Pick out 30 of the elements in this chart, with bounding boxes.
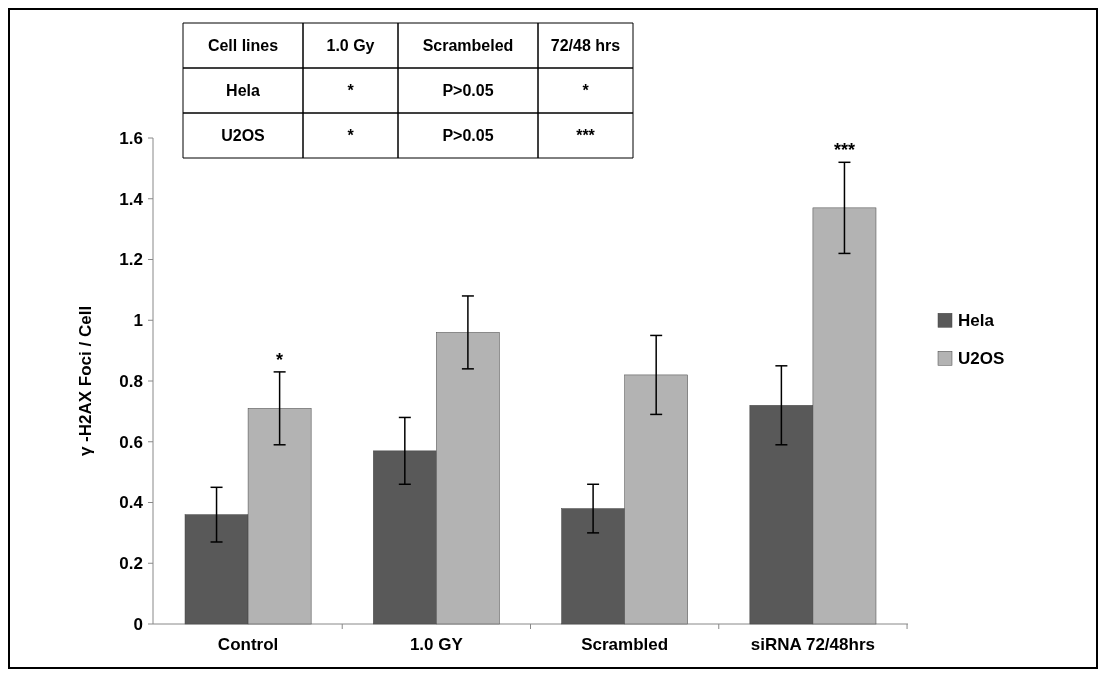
y-tick-label: 0.8 — [119, 371, 143, 391]
text: * — [347, 82, 354, 100]
legend-label: U2OS — [958, 349, 1005, 369]
legend-label: Hela — [958, 311, 995, 331]
text: * — [582, 82, 589, 100]
x-tick-label: Control — [217, 635, 279, 654]
text: Hela — [226, 82, 260, 100]
x-tick-label: siRNA 72/48hrs — [750, 635, 875, 654]
x-tick-label: Scrambled — [581, 635, 669, 654]
y-tick-label: 1.2 — [119, 250, 143, 270]
annotation: P>0.05 — [442, 127, 494, 145]
text: Cell lines — [207, 37, 279, 55]
text: P>0.05 — [442, 82, 494, 100]
y-tick-label: 0 — [133, 614, 143, 634]
text: Scrambeled — [422, 37, 514, 55]
y-tick-label: 1.6 — [119, 128, 143, 148]
text: 1.0 Gy — [326, 37, 375, 55]
y-axis-title: γ -H2AX Foci / Cell — [76, 305, 95, 457]
annotation: *** — [576, 127, 596, 145]
y-tick-label: 1 — [133, 311, 143, 331]
y-tick-label: 0.2 — [119, 554, 143, 574]
data-label: * — [276, 349, 284, 370]
data-label: *** — [833, 140, 855, 161]
y-tick-label: 0.6 — [119, 432, 143, 452]
x-tick-label: 1.0 GY — [409, 635, 464, 654]
y-tick-label: 1.4 — [119, 189, 144, 209]
text: 72/48 hrs — [550, 37, 621, 55]
annotation: U2OS — [221, 127, 266, 145]
annotation: * — [347, 127, 355, 145]
y-tick-label: 0.4 — [119, 493, 144, 513]
